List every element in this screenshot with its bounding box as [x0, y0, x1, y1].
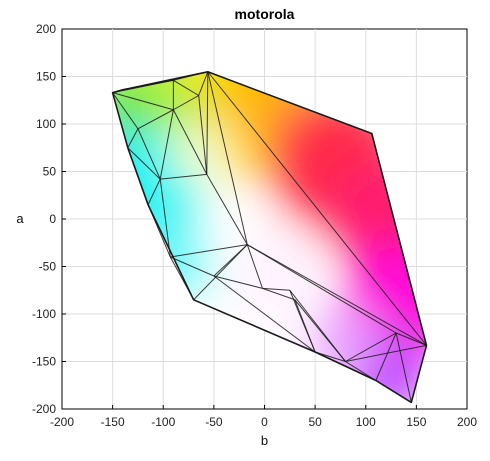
y-tick-label: -150: [32, 355, 56, 369]
x-tick-label: 200: [457, 415, 477, 429]
y-tick-label: 150: [36, 70, 56, 84]
mesh-edge: [262, 287, 290, 291]
y-tick-label: 200: [36, 22, 56, 36]
mesh-edge: [206, 71, 209, 175]
gamut-color-region: [168, 122, 229, 183]
chart-title: motorola: [235, 6, 295, 22]
mesh-edge: [137, 109, 174, 130]
mesh-edge: [170, 244, 248, 258]
mesh-edge: [206, 174, 248, 245]
mesh-edge: [375, 332, 397, 381]
mesh-edge: [112, 92, 139, 130]
y-tick-label: -100: [32, 307, 56, 321]
mesh-edge: [160, 173, 207, 180]
mesh-edge: [207, 71, 248, 245]
mesh-edge: [137, 128, 161, 180]
mesh-edge: [147, 178, 161, 205]
x-tick-label: -100: [151, 415, 175, 429]
mesh-edge: [170, 256, 215, 277]
mesh-edge: [345, 344, 427, 362]
mesh-edge: [247, 244, 397, 334]
mesh-edge: [213, 275, 263, 289]
mesh-edge: [198, 95, 208, 175]
mesh-edge: [173, 79, 199, 96]
x-tick-label: 100: [356, 415, 376, 429]
mesh-edge: [262, 287, 296, 301]
mesh-edge: [127, 128, 139, 148]
mesh-edge: [172, 109, 208, 175]
y-tick-label: 50: [43, 165, 57, 179]
x-tick-label: -200: [50, 415, 74, 429]
y-axis-label: a: [16, 211, 24, 226]
mesh-edge: [246, 244, 263, 289]
mesh-edge: [395, 332, 412, 403]
mesh-edge: [213, 275, 316, 353]
mesh-edge: [207, 71, 427, 346]
x-tick-label: 50: [308, 415, 322, 429]
y-tick-label: -50: [39, 260, 57, 274]
mesh-edge: [395, 332, 427, 346]
y-tick-label: -200: [32, 402, 56, 416]
gamut-color-region: [234, 231, 325, 321]
y-tick-label: 0: [49, 212, 56, 226]
ticks: -200 -150 -100 -50 0 50 100 150 200 -200 -150 -100 -…: [32, 22, 477, 429]
x-axis-label: b: [261, 433, 268, 448]
mesh-edge: [247, 244, 427, 346]
hull-boundary: [111, 71, 428, 404]
x-tick-label: -150: [101, 415, 125, 429]
mesh-edge: [127, 147, 161, 180]
hull-outline: [111, 71, 428, 404]
x-tick-label: 150: [406, 415, 426, 429]
mesh-edge: [289, 289, 346, 362]
mesh-edge: [289, 290, 316, 353]
mesh-edge: [159, 109, 174, 180]
mesh-edge: [112, 92, 174, 111]
y-tick-label: 100: [36, 117, 56, 131]
mesh-edge: [198, 71, 209, 96]
mesh-edge: [173, 95, 199, 111]
x-tick-label: 0: [261, 415, 268, 429]
mesh-edge: [345, 332, 397, 362]
mesh-edge: [159, 179, 171, 258]
mesh-edge: [193, 244, 248, 301]
x-tick-label: -50: [205, 415, 223, 429]
